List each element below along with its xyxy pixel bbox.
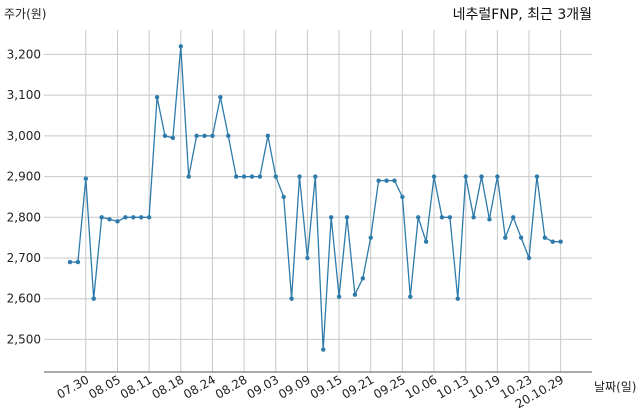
data-point <box>194 133 199 139</box>
data-point <box>162 133 168 139</box>
x-tick-label: 08.18 <box>150 372 187 401</box>
x-tick-label: 08.28 <box>213 372 250 401</box>
x-tick-label: 10.06 <box>403 372 440 401</box>
data-point <box>447 215 453 220</box>
data-point <box>218 94 223 100</box>
data-point <box>281 194 286 200</box>
x-tick-label: 10.19 <box>466 372 503 401</box>
y-tick-label: 2,500 <box>7 332 41 346</box>
data-point <box>241 174 247 179</box>
data-point <box>471 215 476 220</box>
x-tick-label: 09.15 <box>308 372 345 401</box>
y-tick-label: 2,800 <box>7 210 41 224</box>
data-point <box>416 215 421 220</box>
series-line <box>70 46 561 350</box>
x-tick-label: 09.21 <box>339 372 376 401</box>
y-tick-label: 2,900 <box>7 170 41 184</box>
data-point <box>542 235 548 240</box>
data-point <box>352 292 358 297</box>
data-point <box>257 174 263 179</box>
y-tick-label: 3,100 <box>7 88 41 102</box>
price-series <box>67 44 563 352</box>
data-point <box>431 174 437 179</box>
data-point <box>154 94 160 100</box>
x-tick-label: 09.25 <box>371 372 408 401</box>
data-point <box>384 178 389 183</box>
data-point <box>455 296 460 301</box>
x-tick-label: 07.30 <box>55 372 92 401</box>
data-point <box>226 133 231 139</box>
data-point <box>273 174 278 179</box>
data-point <box>265 133 271 139</box>
data-point <box>487 217 492 222</box>
data-point <box>336 294 342 299</box>
data-point <box>534 174 540 179</box>
data-point <box>392 178 397 183</box>
data-point <box>439 215 445 220</box>
x-gridlines <box>85 30 562 372</box>
y-axis-title: 주가(원) <box>4 7 46 21</box>
data-point <box>558 239 563 244</box>
data-point <box>210 133 215 139</box>
data-point <box>408 294 413 299</box>
data-point <box>131 215 136 220</box>
y-tick-label: 2,700 <box>7 251 41 265</box>
data-point <box>344 215 350 220</box>
data-point <box>99 215 104 220</box>
data-point <box>139 215 144 220</box>
data-point <box>313 174 318 179</box>
data-point <box>321 347 326 352</box>
data-point <box>550 239 555 244</box>
data-point <box>510 215 516 220</box>
data-point <box>297 174 302 179</box>
data-point <box>463 174 468 179</box>
data-point <box>146 215 152 220</box>
x-tick-label: 09.03 <box>245 372 282 401</box>
data-point <box>75 259 81 265</box>
data-point <box>503 235 508 240</box>
data-point <box>249 174 255 179</box>
data-point <box>376 178 381 183</box>
y-gridlines <box>44 53 592 340</box>
data-point <box>495 174 500 179</box>
y-tick-label: 3,200 <box>7 47 41 61</box>
data-point <box>400 194 405 200</box>
x-tick-label: 08.05 <box>86 372 123 401</box>
data-point <box>178 44 183 49</box>
data-point <box>170 135 176 141</box>
data-point <box>115 219 120 224</box>
y-tick-label: 2,600 <box>7 292 41 306</box>
data-point <box>107 217 112 222</box>
data-point <box>289 296 294 301</box>
data-point <box>423 239 429 244</box>
data-point <box>526 255 532 261</box>
data-point <box>368 235 373 240</box>
x-tick-label: 10.13 <box>434 372 471 401</box>
data-point <box>360 276 366 281</box>
y-tick-label: 3,000 <box>7 129 41 143</box>
data-point <box>83 176 89 181</box>
data-point <box>518 235 524 240</box>
chart-title: 네추럴FNP, 최근 3개월 <box>453 7 592 23</box>
x-tick-label: 08.11 <box>118 372 155 401</box>
data-point <box>186 174 191 179</box>
y-tick-labels: 2,500 2,600 2,700 2,800 2,900 3,000 3,100 3,200 <box>7 47 41 346</box>
data-point <box>202 133 207 139</box>
data-point <box>328 215 334 220</box>
data-point <box>479 174 484 179</box>
data-point <box>233 174 239 179</box>
data-point <box>91 296 96 301</box>
x-tick-label: 08.24 <box>181 372 218 401</box>
data-point <box>305 255 310 261</box>
data-point <box>123 215 128 220</box>
data-point <box>67 259 73 265</box>
x-axis-title: 날짜(일) <box>594 380 636 394</box>
x-tick-label: 09.09 <box>276 372 313 401</box>
x-tick-labels: 07.3008.0508.1108.1808.2408.2809.0309.09… <box>55 372 567 411</box>
